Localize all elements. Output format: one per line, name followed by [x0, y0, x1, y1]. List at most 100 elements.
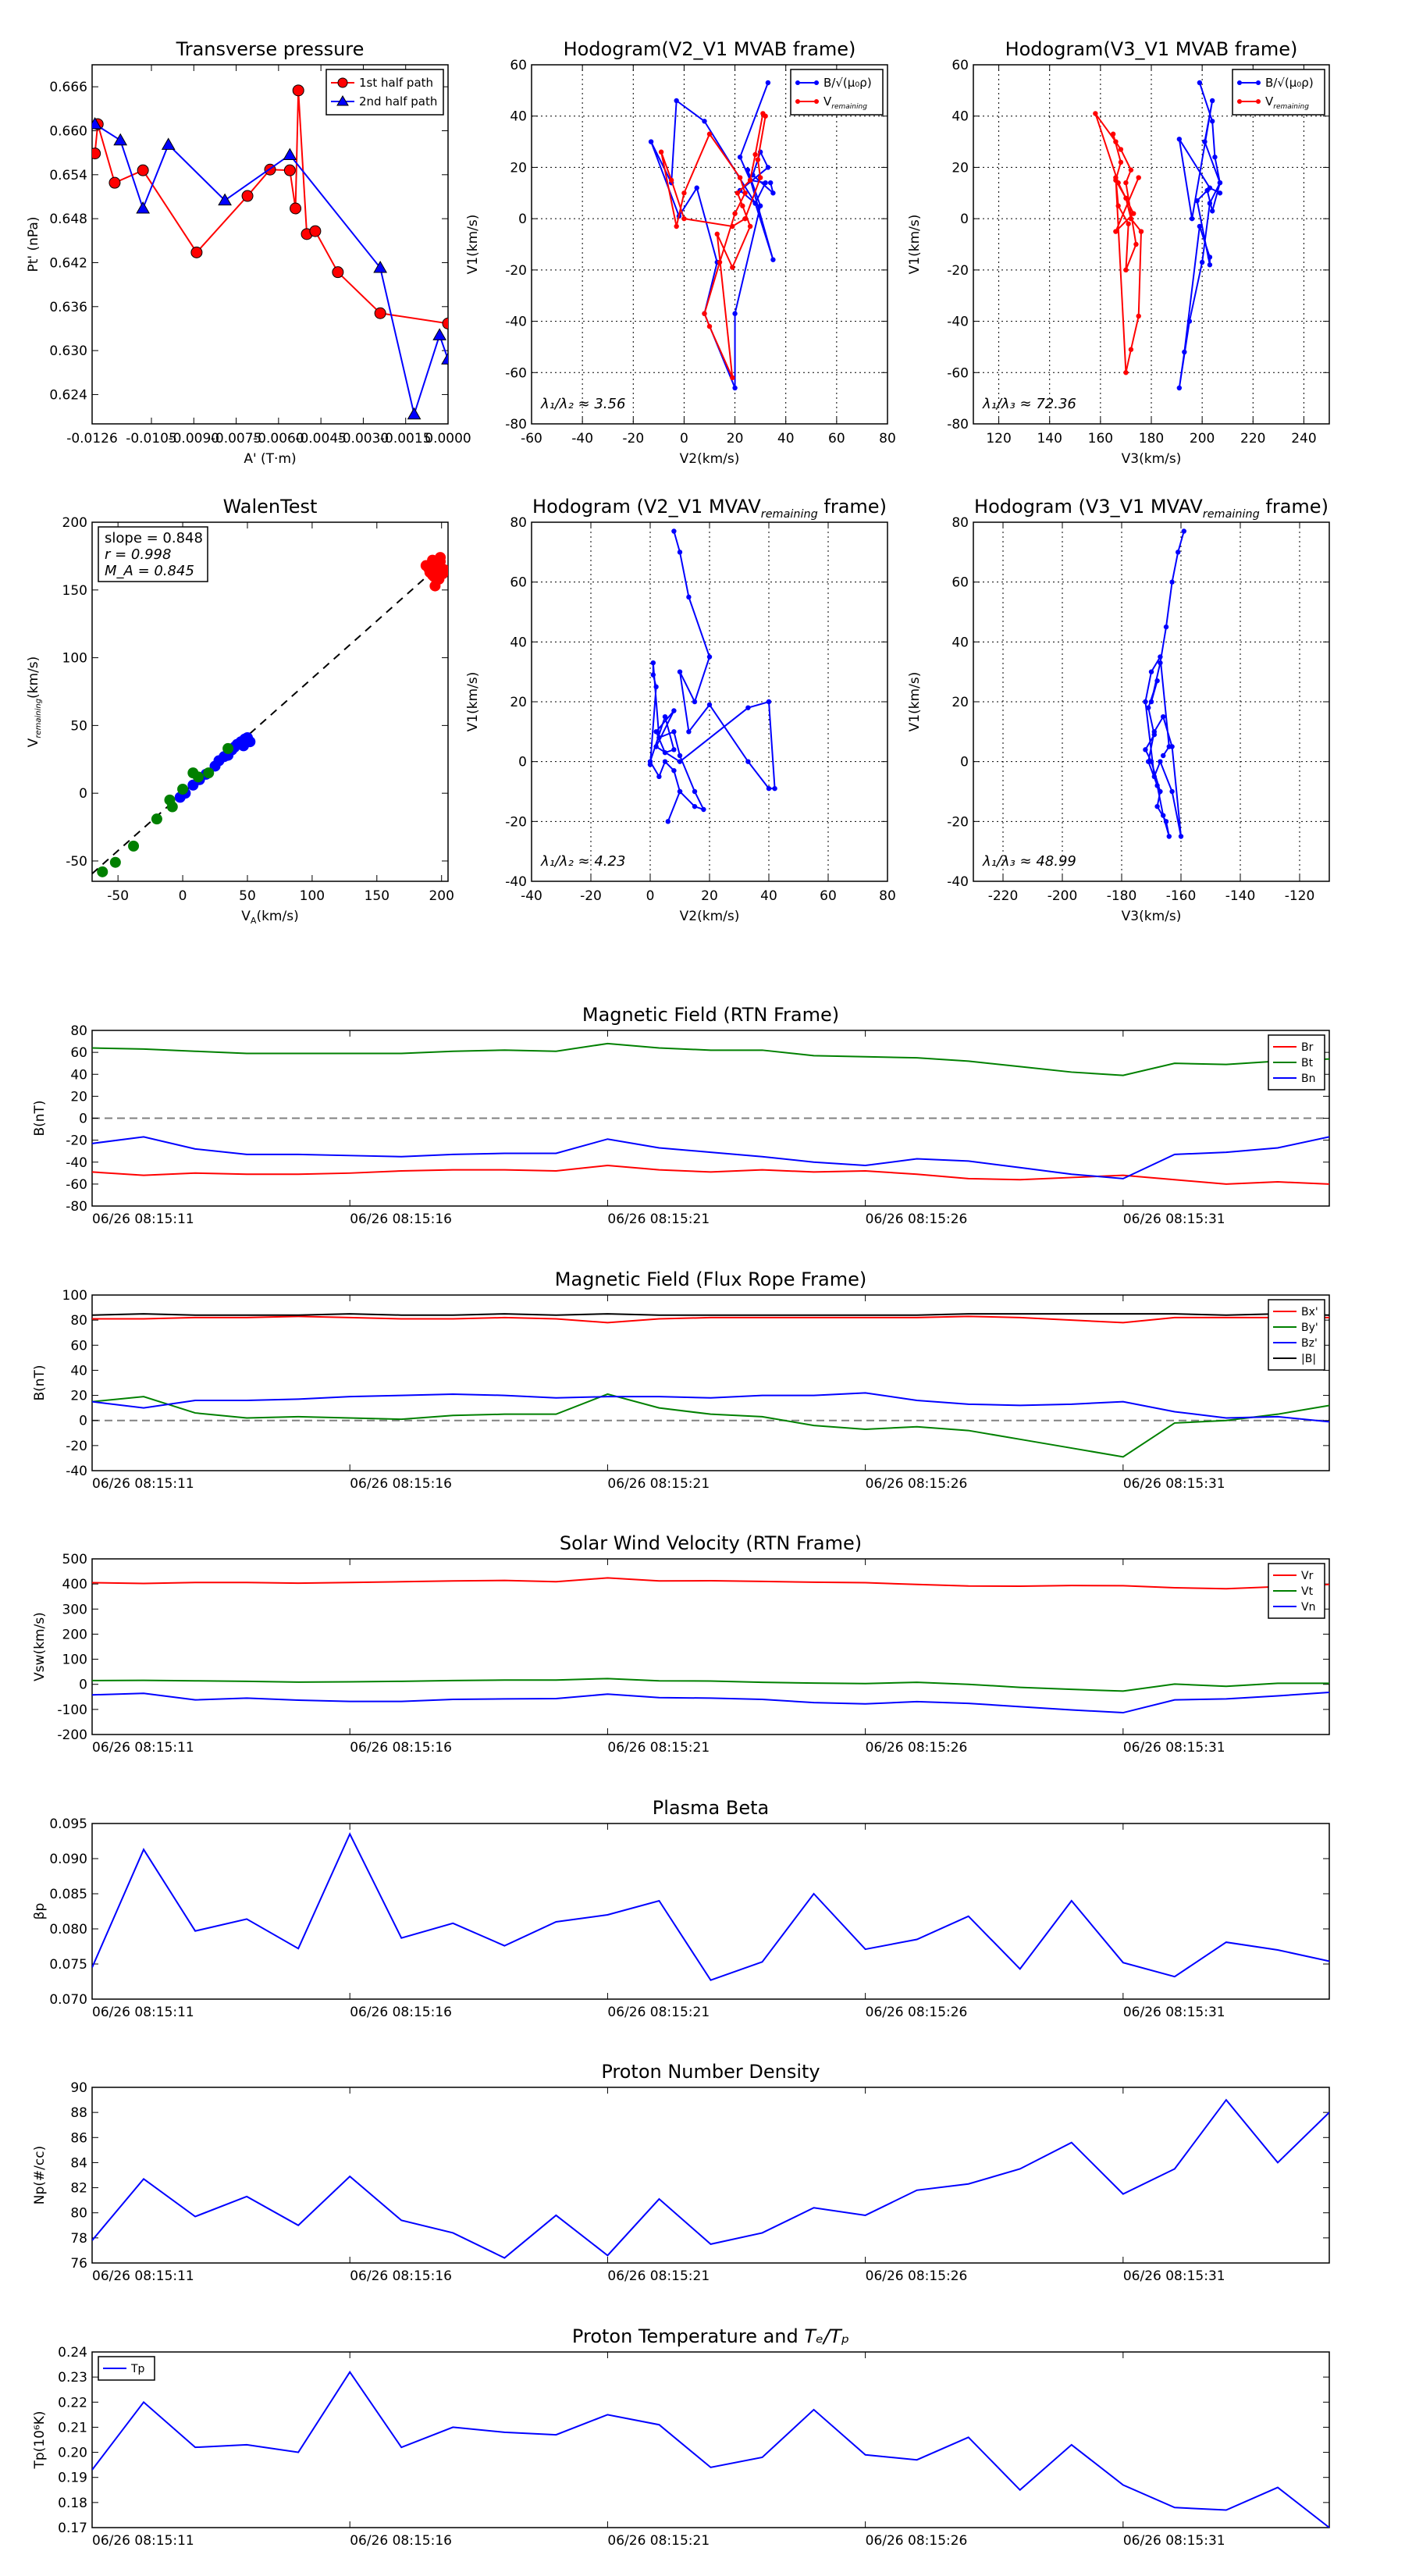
chart-ts5: Proton Number Density 76 78 80 82 84 86 88 90 06/…: [32, 2061, 1330, 2284]
y-tick-label: 80: [951, 515, 969, 531]
y-axis-label: V1(km/s): [465, 215, 481, 275]
y-tick-label: -40: [66, 1155, 87, 1171]
data-point: [1118, 159, 1124, 165]
y-tick-label: 0.20: [58, 2446, 87, 2461]
x-tick-label: 20: [701, 888, 718, 904]
y-tick-label: 0.075: [49, 1957, 87, 1973]
x-tick-label: 06/26 08:15:26: [866, 2533, 968, 2549]
series-line-Br: [92, 1164, 1329, 1185]
data-point: [1169, 788, 1175, 795]
plot-frame: [91, 2087, 1330, 2264]
series-line-B/√(μ₀ρ): [1178, 82, 1221, 389]
x-tick-label: 06/26 08:15:21: [607, 1476, 710, 1492]
data-point: [1128, 215, 1134, 222]
x-tick-label: 06/26 08:15:26: [866, 1476, 968, 1492]
data-point: [218, 193, 232, 206]
series-line-1st half path: [94, 90, 448, 325]
plot-area: [92, 1577, 1329, 1714]
data-point: [740, 203, 745, 208]
x-tick-label: -40: [571, 431, 593, 447]
data-point: [745, 759, 751, 764]
plot-frame: [91, 64, 449, 425]
data-point: [1207, 185, 1213, 190]
legend-label: Vremaining: [823, 94, 867, 111]
x-tick-label: 140: [1037, 431, 1062, 447]
data-point: [706, 323, 713, 329]
y-tick-label: 20: [951, 160, 969, 176]
data-point: [1194, 197, 1200, 204]
y-tick-label: -40: [947, 315, 969, 330]
series-line-Bx': [92, 1315, 1329, 1324]
x-tick-label: 06/26 08:15:16: [350, 1740, 452, 1756]
x-tick-label: 240: [1291, 431, 1316, 447]
series-line-B/√(μ₀ρ): [650, 82, 775, 389]
data-point: [730, 223, 735, 229]
data-point: [692, 699, 698, 705]
y-tick-label: -40: [66, 1464, 87, 1479]
y-tick-label: 0.085: [49, 1887, 87, 1902]
x-tick-label: 40: [777, 431, 795, 447]
x-tick-label: 06/26 08:15:21: [607, 1740, 710, 1756]
legend-label: Br: [1301, 1041, 1314, 1054]
chart-title: Solar Wind Velocity (RTN Frame): [560, 1532, 862, 1554]
data-point: [1176, 550, 1181, 555]
data-point: [747, 223, 753, 229]
x-tick-label: 06/26 08:15:16: [350, 2005, 452, 2020]
x-tick-label: -60: [521, 431, 542, 447]
legend-label: Bn: [1301, 1073, 1315, 1085]
data-point: [767, 180, 774, 186]
data-point: [1131, 211, 1136, 216]
plot-frame: [531, 64, 888, 425]
data-point: [1154, 803, 1160, 809]
y-tick-label: 400: [62, 1577, 87, 1592]
data-point: [701, 806, 706, 813]
data-point: [373, 261, 388, 273]
legend-label: Vr: [1301, 1570, 1314, 1582]
data-point: [1128, 167, 1134, 173]
y-tick-label: 100: [62, 1653, 87, 1668]
y-tick-label: -100: [57, 1703, 87, 1718]
scatter-point: [222, 742, 234, 754]
x-tick-label: 06/26 08:15:31: [1123, 1740, 1225, 1756]
data-point: [1158, 654, 1163, 660]
x-axis-label: V2(km/s): [680, 909, 740, 924]
data-point: [671, 747, 677, 753]
y-tick-label: 0.23: [58, 2370, 87, 2386]
data-point: [113, 133, 128, 146]
data-point: [309, 225, 322, 237]
y-tick-label: -60: [947, 365, 969, 381]
x-tick-label: -0.0015: [380, 431, 432, 447]
legend-label: 2nd half path: [359, 94, 437, 109]
x-tick-label: 220: [1240, 431, 1265, 447]
plot-area: [647, 528, 777, 824]
data-point: [757, 175, 763, 180]
data-point: [108, 176, 121, 189]
chart-p1: Transverse pressure 0.624 0.630 0.636 0.642 0…: [26, 38, 471, 467]
scatter-point: [435, 556, 446, 568]
y-tick-label: -20: [66, 1439, 87, 1454]
data-point: [766, 699, 772, 705]
y-tick-label: 0: [960, 755, 969, 770]
y-tick-label: 40: [70, 1363, 87, 1379]
data-point: [161, 137, 176, 150]
data-point: [92, 148, 101, 160]
y-tick-label: -200: [57, 1727, 87, 1743]
y-tick-label: -20: [947, 814, 969, 830]
data-point: [656, 735, 662, 741]
y-tick-label: 0.24: [58, 2345, 87, 2361]
data-point: [648, 139, 654, 144]
scatter-point: [192, 771, 204, 783]
x-tick-label: -120: [1285, 888, 1315, 904]
data-point: [732, 211, 738, 216]
x-tick-label: -0.0060: [253, 431, 304, 447]
data-point: [677, 669, 683, 674]
data-point: [656, 774, 662, 780]
x-tick-label: 06/26 08:15:21: [607, 2005, 710, 2020]
y-tick-label: 60: [510, 575, 527, 591]
y-tick-label: -20: [505, 263, 527, 279]
scatter-point: [177, 783, 189, 795]
data-point: [1126, 221, 1131, 226]
x-tick-label: 06/26 08:15:26: [866, 1740, 968, 1756]
legend-marker: [336, 95, 349, 106]
